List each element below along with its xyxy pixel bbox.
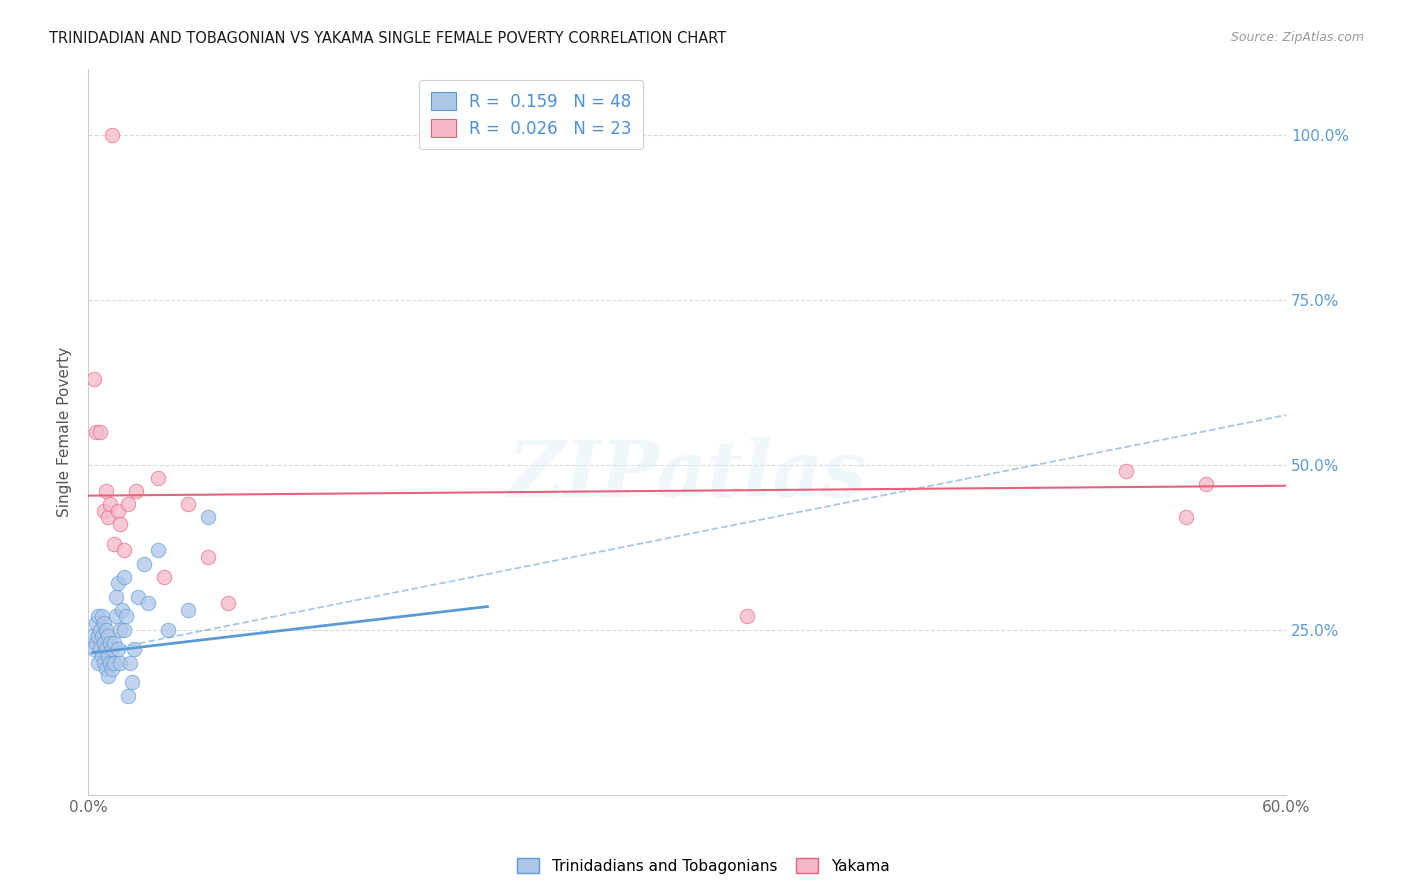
- Point: [136, 596, 159, 610]
- Point: [94, 483, 117, 498]
- Point: [120, 656, 142, 670]
- Point: [177, 497, 200, 511]
- Point: [82, 629, 104, 643]
- Point: [107, 576, 129, 591]
- Point: [112, 543, 135, 558]
- Point: [98, 656, 121, 670]
- Point: [103, 656, 125, 670]
- Point: [177, 603, 200, 617]
- Point: [91, 629, 114, 643]
- Point: [91, 648, 114, 663]
- Point: [84, 636, 107, 650]
- Point: [121, 675, 143, 690]
- Point: [122, 642, 145, 657]
- Point: [735, 609, 758, 624]
- Point: [146, 471, 169, 485]
- Point: [108, 656, 131, 670]
- Legend: R =  0.159   N = 48, R =  0.026   N = 23: R = 0.159 N = 48, R = 0.026 N = 23: [419, 80, 644, 150]
- Point: [84, 615, 107, 630]
- Text: Source: ZipAtlas.com: Source: ZipAtlas.com: [1230, 31, 1364, 45]
- Point: [94, 662, 117, 676]
- Point: [197, 510, 219, 524]
- Point: [105, 609, 128, 624]
- Point: [93, 504, 115, 518]
- Point: [101, 128, 124, 142]
- Point: [97, 510, 120, 524]
- Point: [127, 590, 149, 604]
- Point: [105, 590, 128, 604]
- Point: [89, 642, 111, 657]
- Y-axis label: Single Female Poverty: Single Female Poverty: [58, 346, 72, 516]
- Point: [94, 623, 117, 637]
- Point: [93, 656, 115, 670]
- Point: [97, 669, 120, 683]
- Point: [108, 516, 131, 531]
- Point: [146, 543, 169, 558]
- Point: [117, 497, 139, 511]
- Point: [98, 497, 121, 511]
- Point: [84, 425, 107, 439]
- Point: [93, 636, 115, 650]
- Point: [1115, 464, 1137, 478]
- Point: [197, 549, 219, 564]
- Point: [112, 570, 135, 584]
- Point: [97, 629, 120, 643]
- Text: ZIPatlas: ZIPatlas: [508, 437, 866, 514]
- Point: [107, 642, 129, 657]
- Point: [91, 609, 114, 624]
- Point: [89, 623, 111, 637]
- Point: [87, 629, 110, 643]
- Point: [83, 642, 105, 657]
- Point: [115, 609, 138, 624]
- Point: [153, 570, 176, 584]
- Point: [101, 642, 124, 657]
- Point: [97, 648, 120, 663]
- Text: TRINIDADIAN AND TOBAGONIAN VS YAKAMA SINGLE FEMALE POVERTY CORRELATION CHART: TRINIDADIAN AND TOBAGONIAN VS YAKAMA SIN…: [49, 31, 727, 46]
- Point: [107, 504, 129, 518]
- Point: [108, 623, 131, 637]
- Legend: Trinidadians and Tobagonians, Yakama: Trinidadians and Tobagonians, Yakama: [510, 852, 896, 880]
- Point: [156, 623, 179, 637]
- Point: [83, 372, 105, 386]
- Point: [87, 656, 110, 670]
- Point: [132, 557, 155, 571]
- Point: [217, 596, 239, 610]
- Point: [89, 425, 111, 439]
- Point: [1175, 510, 1198, 524]
- Point: [112, 623, 135, 637]
- Point: [1195, 477, 1218, 491]
- Point: [117, 689, 139, 703]
- Point: [103, 636, 125, 650]
- Point: [87, 609, 110, 624]
- Point: [93, 615, 115, 630]
- Point: [103, 537, 125, 551]
- Point: [101, 662, 124, 676]
- Point: [111, 603, 134, 617]
- Point: [125, 483, 148, 498]
- Point: [94, 642, 117, 657]
- Point: [98, 636, 121, 650]
